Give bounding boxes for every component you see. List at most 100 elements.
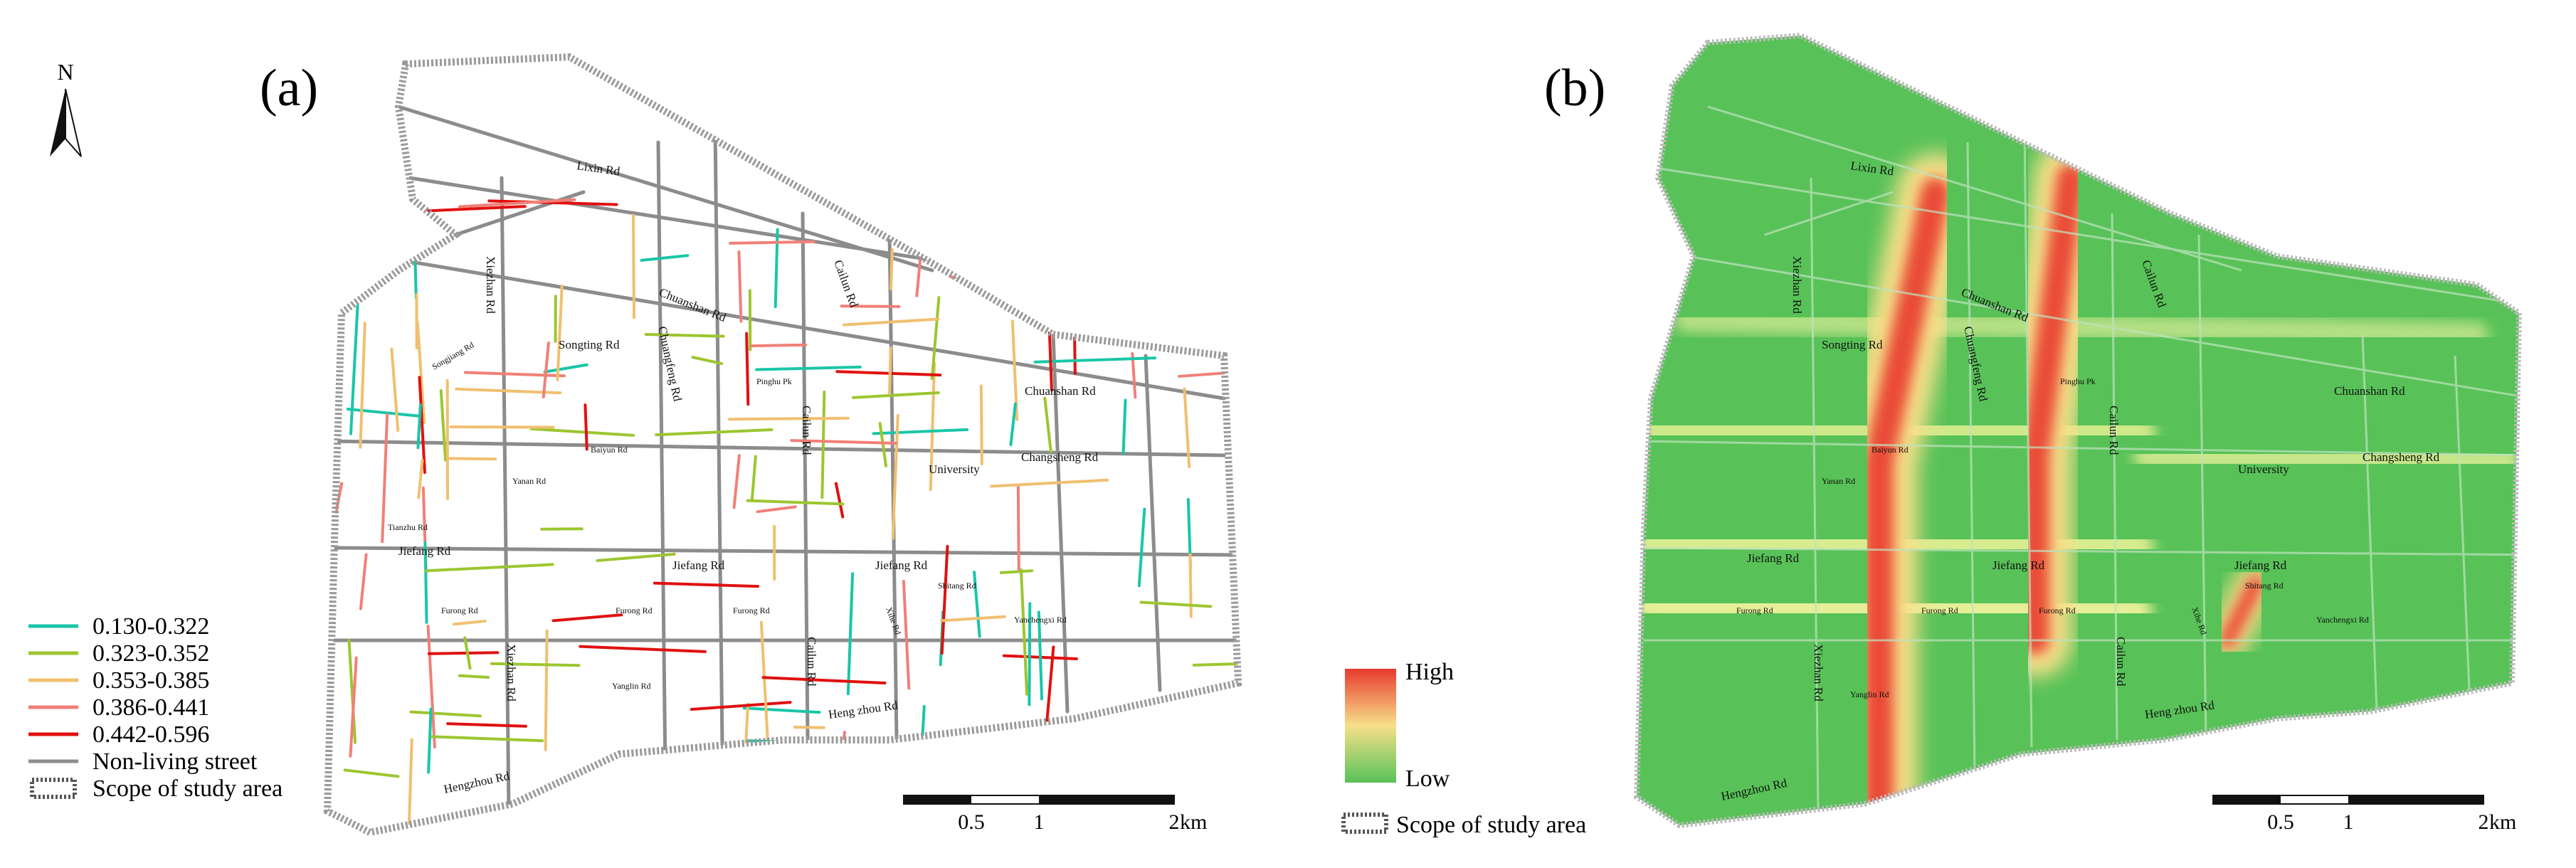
- living-street-segment: [349, 656, 358, 758]
- living-street-segment: [1127, 258, 1138, 313]
- living-street-segment: [655, 428, 774, 437]
- living-street-segment: [820, 390, 826, 499]
- street-line-b: [1764, 191, 1894, 236]
- living-street-segment: [542, 341, 550, 398]
- label-pinghu-a: Pinghu Pk: [756, 376, 792, 386]
- living-street-segment: [690, 701, 792, 711]
- legend-a-scope-swatch: [30, 778, 77, 799]
- non-living-street: [396, 105, 934, 272]
- legend-b-scope-swatch: [1341, 813, 1388, 834]
- living-street-segment: [737, 250, 743, 323]
- street-network-b: [1637, 105, 2519, 812]
- heat-corridor: [2219, 576, 2264, 648]
- living-street-segment: [458, 674, 490, 679]
- living-street-segment: [349, 304, 359, 435]
- living-street-segment: [463, 371, 566, 378]
- label-shitang-b: Shitang Rd: [2245, 581, 2284, 591]
- living-street-segment: [935, 740, 941, 832]
- living-street-segment: [416, 320, 426, 424]
- label-furong2-a: Furong Rd: [616, 605, 653, 615]
- legend-a: 0.130-0.3220.323-0.3520.353-0.3850.386-0…: [28, 613, 283, 802]
- living-street-segment: [653, 581, 760, 588]
- street-line-b: [2454, 355, 2471, 691]
- non-living-street: [332, 546, 1238, 557]
- living-street-segment: [427, 707, 433, 774]
- label-cailun3-a: Cailun Rd: [805, 637, 818, 687]
- panel-a-label: (a): [260, 59, 318, 117]
- living-street-segment: [490, 662, 581, 667]
- living-street-segment: [887, 346, 892, 395]
- scale-bar-unit: km: [1180, 810, 1207, 834]
- living-street-segment: [1137, 507, 1146, 588]
- street-line-b: [1650, 166, 2519, 307]
- living-street-segment: [872, 428, 969, 435]
- living-street-segment: [846, 572, 855, 696]
- living-street-segment: [1033, 356, 1157, 364]
- north-arrow: N: [50, 59, 82, 157]
- living-street-segment: [1178, 199, 1188, 262]
- living-street-segment: [381, 413, 389, 544]
- living-street-segment: [793, 725, 825, 729]
- living-street-segment: [756, 505, 797, 514]
- living-street-segment: [979, 384, 983, 465]
- label-yanglin-b: Yanglin Rd: [1850, 689, 1889, 699]
- living-street-segment: [579, 645, 707, 653]
- scale-bar-tick-label: 2: [2479, 810, 2489, 834]
- living-street-segment: [890, 248, 894, 291]
- label-furong3-a: Furong Rd: [733, 605, 770, 615]
- living-street-segment: [1193, 301, 1203, 334]
- living-street-segment: [406, 738, 413, 832]
- living-street-segment: [544, 629, 549, 751]
- map-a: Lixin Rd Chuanshan Rd Chuanshan Rd Xiezh…: [323, 53, 1242, 837]
- legend-a-label: 0.323-0.352: [93, 640, 209, 667]
- living-street-segment: [631, 213, 635, 319]
- legend-a-label: 0.386-0.441: [93, 694, 209, 721]
- scale-bar-block: [1039, 795, 1174, 804]
- living-street-segment: [413, 238, 418, 300]
- label-furong1-b: Furong Rd: [1736, 605, 1773, 615]
- living-street-segment: [596, 552, 676, 562]
- living-street-segment: [745, 332, 750, 406]
- living-street-segment: [929, 361, 936, 492]
- living-street-segment: [746, 499, 845, 506]
- label-xiezhan-a: Xiezhan Rd: [484, 256, 497, 314]
- scale-bar-block: [904, 795, 971, 804]
- living-street-segment: [551, 613, 623, 623]
- heat-zone: [2133, 439, 2519, 479]
- living-street-segment: [939, 615, 1006, 623]
- legend-b-gradient: [1345, 669, 1396, 783]
- living-street-segment: [1121, 751, 1126, 832]
- legend-a-label: 0.130-0.322: [93, 613, 209, 640]
- label-songting-b: Songting Rd: [1822, 338, 1883, 351]
- scale-bar-tick-label: 2: [1169, 810, 1180, 834]
- living-street-segment: [930, 296, 941, 381]
- living-street-segment: [556, 285, 564, 381]
- street-line-b: [2111, 213, 2118, 741]
- study-area-boundary-b: [1633, 32, 2523, 829]
- living-street-segment: [644, 333, 725, 338]
- living-street-segment: [790, 439, 898, 445]
- non-living-street: [656, 140, 667, 778]
- living-street-segment: [1019, 568, 1029, 696]
- street-line-b: [2023, 127, 2033, 748]
- living-street-segment: [852, 391, 940, 399]
- label-yanglin-a: Yanglin Rd: [612, 681, 650, 691]
- label-furong2-b: Furong Rd: [1921, 605, 1958, 615]
- living-street-segment: [990, 478, 1109, 488]
- living-street-segment: [1188, 553, 1193, 618]
- living-street-segment: [584, 403, 588, 451]
- street-line-b: [1637, 440, 2519, 457]
- legend-b-low: Low: [1405, 766, 1450, 792]
- living-street-segment: [835, 370, 942, 377]
- living-street-segment: [840, 305, 901, 308]
- living-street-segment: [458, 198, 576, 208]
- living-street-segment: [759, 620, 770, 751]
- living-street-segment: [426, 624, 436, 749]
- label-yanan-b: Yanan Rd: [1822, 476, 1855, 486]
- label-jiefang3-a: Jiefang Rd: [875, 559, 928, 572]
- non-living-street: [500, 176, 511, 813]
- non-living-street: [801, 211, 810, 742]
- label-furong3-b: Furong Rd: [2039, 605, 2076, 615]
- living-street-segment: [446, 722, 527, 728]
